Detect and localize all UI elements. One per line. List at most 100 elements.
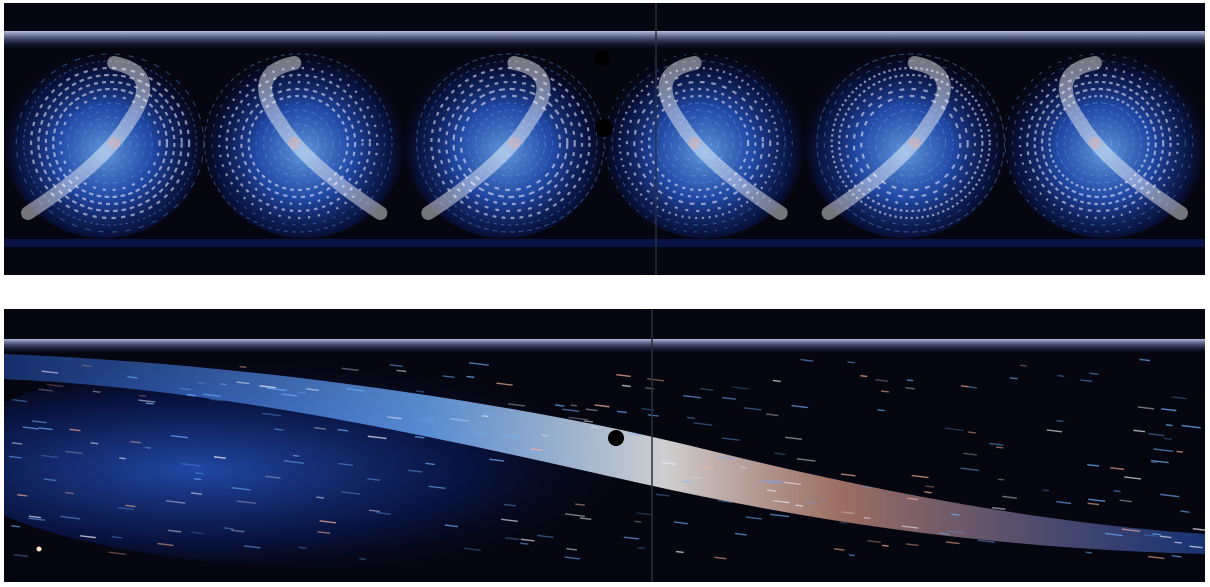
convection-roll: [404, 48, 605, 238]
flow-streak: [655, 493, 670, 497]
dark-marker-dot: [608, 430, 624, 446]
flow-streak: [583, 420, 594, 423]
flow-streak: [675, 550, 684, 554]
flow-streak: [1171, 396, 1187, 400]
flow-streak: [834, 548, 845, 551]
flow-streak: [568, 416, 588, 421]
flow-streak: [760, 480, 780, 485]
flow-streak: [541, 434, 549, 437]
flow-streak: [38, 388, 53, 392]
flow-streak: [482, 412, 498, 416]
flow-streak: [38, 427, 53, 431]
flow-streak: [236, 500, 256, 504]
flow-streak: [570, 404, 578, 407]
convection-roll-image-bottom: [4, 309, 1205, 582]
flow-streak: [1085, 551, 1092, 554]
flow-streak: [628, 432, 642, 436]
flow-streak: [1124, 476, 1142, 480]
flow-streak: [444, 524, 458, 528]
flow-streak: [520, 538, 535, 542]
flow-streak: [259, 385, 276, 389]
flow-streak: [580, 517, 592, 521]
flow-streak: [186, 393, 196, 397]
flow-streak: [69, 428, 81, 432]
flow-streak: [714, 556, 727, 560]
flow-streak: [297, 391, 306, 394]
flow-streak: [1147, 555, 1165, 560]
light-speck: [36, 546, 42, 552]
flow-streak: [466, 375, 475, 379]
flow-streak: [1087, 463, 1100, 467]
flow-streak: [261, 412, 282, 417]
flow-streak: [977, 539, 996, 544]
flow-streak: [468, 362, 489, 366]
flow-streak: [862, 486, 873, 489]
flow-streak: [220, 383, 227, 386]
flow-streak: [125, 504, 136, 508]
flow-streak: [594, 404, 610, 408]
flow-streak: [28, 517, 45, 521]
flow-streak: [191, 492, 203, 495]
flow-streak: [482, 415, 489, 418]
flow-streak: [996, 446, 1004, 449]
flow-streak: [590, 426, 598, 429]
left-flow-region: [4, 349, 784, 569]
flow-streak: [298, 546, 307, 549]
flow-streak: [1144, 534, 1157, 537]
flow-streak: [40, 454, 59, 459]
flow-streak: [774, 452, 786, 456]
flow-streak: [1165, 424, 1173, 427]
flow-streak: [65, 491, 75, 495]
flow-streak: [1056, 500, 1072, 505]
flow-streak: [1150, 459, 1169, 464]
flow-streak: [292, 454, 300, 457]
streak-group: [9, 358, 1205, 561]
flow-streak: [1139, 358, 1150, 362]
flow-streak: [745, 516, 762, 520]
flow-streak: [562, 408, 580, 412]
flow-streak: [555, 404, 565, 407]
flow-streak: [907, 497, 919, 501]
flow-streak: [1176, 450, 1183, 453]
flow-streak: [1137, 406, 1155, 410]
flow-streak: [820, 499, 827, 502]
flow-streak: [416, 390, 425, 393]
flow-streak: [266, 387, 287, 392]
single-roll-flow-visualization: [4, 309, 1205, 582]
flow-streak: [732, 386, 749, 390]
flow-streak: [180, 387, 191, 391]
flow-streak: [44, 478, 57, 482]
flow-streak: [875, 378, 888, 382]
flow-streak: [41, 370, 59, 374]
flow-streak: [906, 379, 914, 382]
flow-streak: [1163, 437, 1173, 441]
flow-streak: [1180, 510, 1190, 513]
flow-streak: [963, 452, 977, 456]
flow-streak: [428, 485, 446, 489]
flow-streak: [181, 462, 201, 467]
flow-streak: [108, 551, 126, 555]
roll-group: [4, 48, 1205, 238]
flow-streak: [111, 535, 123, 539]
flow-streak: [847, 361, 856, 364]
flow-streak: [906, 543, 919, 547]
flow-streak: [1087, 502, 1100, 506]
flow-streak: [623, 536, 640, 540]
flow-streak: [17, 494, 28, 497]
flow-streak: [860, 374, 868, 378]
flow-streak: [616, 373, 631, 378]
flow-streak: [505, 537, 520, 541]
flow-streak: [13, 553, 29, 558]
flow-streak: [721, 437, 740, 441]
flow-streak: [622, 384, 631, 388]
convection-roll: [203, 48, 405, 238]
flow-streak: [565, 513, 585, 518]
flow-streak: [22, 426, 39, 430]
flow-streak: [194, 472, 204, 475]
flow-streak: [442, 375, 455, 379]
flow-streak: [265, 475, 281, 479]
flow-streak: [1160, 493, 1180, 498]
flow-streak: [1159, 535, 1172, 539]
flow-streak: [209, 398, 224, 402]
flow-streak: [367, 478, 381, 481]
